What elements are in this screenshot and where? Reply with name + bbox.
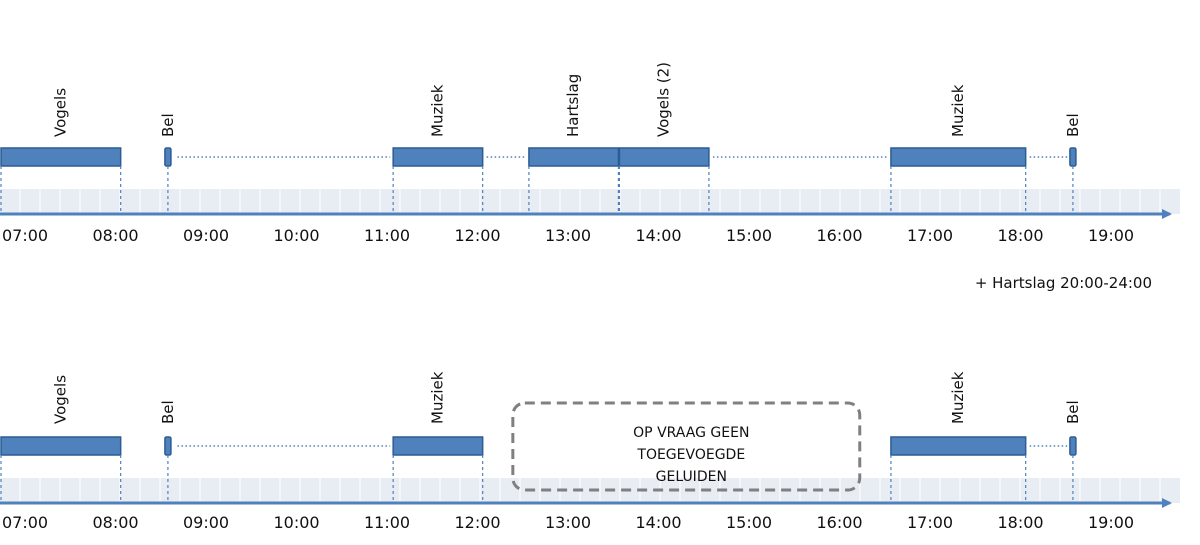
tick-label: 16:00 bbox=[817, 226, 863, 245]
tick-label: 08:00 bbox=[93, 226, 139, 245]
tick-label: 10:00 bbox=[274, 226, 320, 245]
hartslag-note: + Hartslag 20:00-24:00 bbox=[975, 274, 1152, 292]
tick-label: 15:00 bbox=[726, 513, 772, 532]
no-sounds-box bbox=[511, 401, 862, 492]
segment-label: Hartslag bbox=[564, 74, 582, 137]
tick-label: 12:00 bbox=[455, 513, 501, 532]
segment-label: Muziek bbox=[428, 84, 446, 137]
segment-label: Vogels bbox=[51, 375, 69, 424]
segment-label: Muziek bbox=[949, 84, 967, 137]
tick-label: 09:00 bbox=[183, 513, 229, 532]
no-sounds-box-line: TOEGEVOEGDE bbox=[636, 447, 745, 463]
segment-label: Vogels bbox=[51, 88, 69, 137]
timeline-bottom: Vogels Bel Muziek Muziek Bel 07:00 08:00 09:00 1… bbox=[0, 371, 1180, 532]
segment-bar bbox=[392, 147, 484, 167]
tick-label: 07:00 bbox=[2, 226, 48, 245]
tick-label: 11:00 bbox=[364, 513, 410, 532]
tick-label: 07:00 bbox=[2, 513, 48, 532]
tick-label: 08:00 bbox=[93, 513, 139, 532]
segment-bar bbox=[1069, 147, 1077, 167]
tick-label: 17:00 bbox=[907, 226, 953, 245]
tick-label: 16:00 bbox=[817, 513, 863, 532]
segment-label: Vogels (2) bbox=[655, 62, 673, 137]
segment-bar bbox=[528, 147, 620, 167]
tick-label: 13:00 bbox=[545, 513, 591, 532]
segment-bar bbox=[164, 436, 172, 456]
segment-bar bbox=[1069, 436, 1077, 456]
no-sounds-box-line: GELUIDEN bbox=[656, 469, 727, 485]
segment-bar bbox=[164, 147, 172, 167]
tick-label: 17:00 bbox=[907, 513, 953, 532]
tick-label: 13:00 bbox=[545, 226, 591, 245]
segment-label: Muziek bbox=[949, 371, 967, 424]
segment-bar bbox=[392, 436, 484, 456]
tick-label: 10:00 bbox=[274, 513, 320, 532]
tick-label: 15:00 bbox=[726, 226, 772, 245]
segment-bar bbox=[0, 147, 122, 167]
tick-label: 18:00 bbox=[998, 513, 1044, 532]
no-sounds-box-line: OP VRAAG GEEN bbox=[633, 425, 749, 441]
tick-label: 14:00 bbox=[636, 513, 682, 532]
segment-bar bbox=[0, 436, 122, 456]
segment-bar bbox=[618, 147, 710, 167]
segment-bar bbox=[890, 436, 1027, 456]
tick-label: 12:00 bbox=[455, 226, 501, 245]
tick-label: 19:00 bbox=[1088, 513, 1134, 532]
tick-label: 18:00 bbox=[998, 226, 1044, 245]
segment-label: Muziek bbox=[428, 371, 446, 424]
segment-label: Bel bbox=[159, 113, 177, 137]
segment-bar bbox=[890, 147, 1027, 167]
tick-label: 19:00 bbox=[1088, 226, 1134, 245]
timeline-band bbox=[0, 189, 1180, 214]
segment-label: Bel bbox=[1064, 400, 1082, 424]
tick-label: 14:00 bbox=[636, 226, 682, 245]
tick-label: 09:00 bbox=[183, 226, 229, 245]
tick-label: 11:00 bbox=[364, 226, 410, 245]
segment-label: Bel bbox=[159, 400, 177, 424]
segment-label: Bel bbox=[1064, 113, 1082, 137]
timeline-top: Vogels Bel Muziek Hartslag Vogels (2) Muziek B… bbox=[0, 62, 1180, 292]
